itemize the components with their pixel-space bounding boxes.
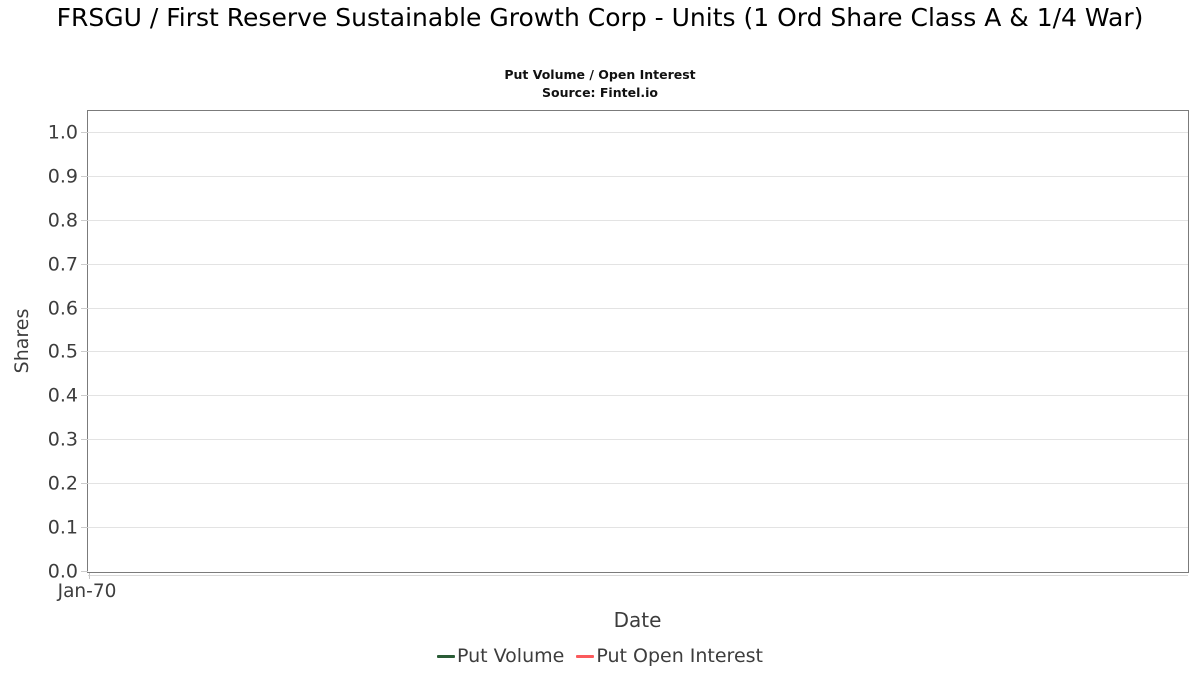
y-tick-label: 0.7 [47, 253, 78, 276]
y-tick-label: 1.0 [47, 121, 78, 144]
gridline [88, 175, 1188, 177]
gridline [88, 351, 1188, 353]
chart-legend: Put Volume Put Open Interest [0, 645, 1200, 667]
gridline [88, 131, 1188, 133]
x-tick-mark [89, 573, 90, 579]
legend-item-put-volume[interactable]: Put Volume [437, 645, 564, 667]
chart-source-label: Source: Fintel.io [542, 85, 658, 100]
legend-label: Put Open Interest [596, 645, 763, 667]
chart-subtitle: Put Volume / Open Interest [504, 67, 696, 82]
y-tick-mark [81, 263, 88, 265]
y-tick-label: 0.8 [47, 209, 78, 232]
x-tick-label: Jan-70 [57, 581, 117, 602]
y-tick-label: 0.1 [47, 516, 78, 539]
y-tick-mark [81, 131, 88, 133]
y-axis-title: Shares [11, 308, 33, 374]
gridline [88, 263, 1188, 265]
gridline [88, 483, 1188, 485]
y-tick-label: 0.0 [47, 560, 78, 583]
put-open-interest-line-swatch-icon [576, 654, 595, 658]
gridline [88, 527, 1188, 529]
y-tick-mark [81, 527, 88, 529]
gridline [88, 395, 1188, 397]
y-tick-label: 0.6 [47, 297, 78, 320]
y-tick-label: 0.4 [47, 384, 78, 407]
legend-item-put-open-interest[interactable]: Put Open Interest [576, 645, 763, 667]
plot-area: 0.0 0.1 0.2 0.3 0.4 0.5 0.6 0.7 0.8 0.9 1.0 [48, 110, 1189, 581]
gridline [88, 219, 1188, 221]
gridline [88, 439, 1188, 441]
y-tick-label: 0.5 [47, 340, 78, 363]
y-tick-label: 0.3 [47, 428, 78, 451]
legend-label: Put Volume [457, 645, 565, 667]
y-tick-mark [81, 219, 88, 221]
y-tick-mark [81, 395, 88, 397]
x-axis-title: Date [613, 608, 662, 632]
y-tick-mark [81, 307, 88, 309]
y-tick-mark [81, 483, 88, 485]
y-tick-label: 0.9 [47, 165, 78, 188]
chart-title: FRSGU / First Reserve Sustainable Growth… [56, 3, 1144, 32]
y-tick-mark [81, 439, 88, 441]
put-volume-line-swatch-icon [437, 654, 455, 658]
x-axis-line [88, 575, 1188, 576]
gridline [88, 307, 1188, 309]
y-tick-mark [81, 571, 88, 572]
y-tick-mark [81, 351, 88, 353]
y-tick-mark [81, 175, 88, 177]
y-tick-label: 0.2 [47, 472, 78, 495]
